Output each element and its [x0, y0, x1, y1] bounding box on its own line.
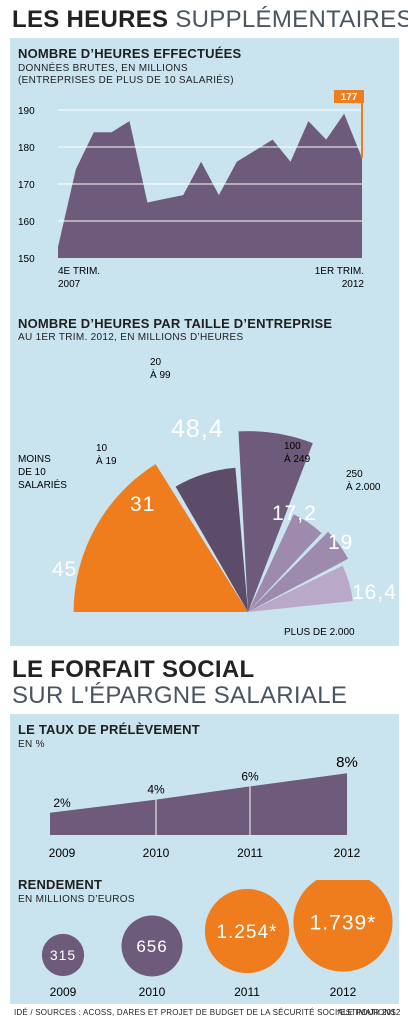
revenue-year-label: 2011 [234, 985, 260, 999]
rate-value-label: 2% [53, 796, 71, 810]
pie-slice [73, 464, 248, 612]
pie-slice [248, 514, 322, 612]
hours-area-chart: 150 160 170 180 190 4E TRIM. 2007 1ER TRIM. 2012… [18, 90, 365, 290]
revenue-year-label: 2010 [139, 985, 166, 999]
pie-slice [238, 431, 313, 612]
rate-value-label: 6% [241, 769, 259, 783]
x-end-label-line1: 1ER TRIM. [315, 266, 364, 277]
highlight-value: 177 [341, 92, 358, 103]
highlight-badge [334, 90, 364, 103]
rate-value-label: 8% [336, 754, 358, 771]
pie-slice-value: 17,2 [272, 502, 317, 525]
rate-area [50, 773, 347, 835]
pie-slice-label: MOINS [18, 454, 51, 465]
pie-slice-value: 16,4 [352, 581, 397, 604]
section2-title-line1: LE FORFAIT SOCIAL [12, 656, 255, 683]
revenue-bubble-chart: 315 2009 656 2010 1.254* 2011 1.739* 2012 [41, 880, 393, 999]
y-tick-label: 170 [18, 180, 35, 191]
revenue-value: 656 [136, 937, 167, 956]
revenue-value: 1.254* [217, 922, 278, 943]
pie-slice-value: 19 [328, 531, 353, 554]
chart2-subtitle: AU 1ER TRIM. 2012, EN MILLIONS D’HEURES [18, 332, 244, 343]
pie-slice-label: 10 [96, 443, 108, 454]
revenue-value: 1.739* [310, 912, 377, 935]
x-start-label-line1: 4E TRIM. [58, 266, 100, 277]
rate-year-label: 2011 [237, 846, 263, 860]
chart4-subtitle: EN MILLIONS D’EUROS [18, 894, 135, 905]
chart1-subtitle: DONNÉES BRUTES, EN MILLIONS (ENTREPRISES… [18, 63, 234, 87]
page-title: LES HEURES SUPPLÉMENTAIRES [12, 6, 408, 34]
y-tick-label: 160 [18, 217, 35, 228]
pie-slice-label: PLUS DE 2.000 [284, 627, 355, 638]
chart1-subtitle-line2: (ENTREPRISES DE PLUS DE 10 SALARIÉS) [18, 75, 234, 86]
pie-slice-value: 45 [52, 558, 77, 581]
pie-slice [248, 565, 353, 612]
page-title-light: SUPPLÉMENTAIRES [175, 6, 408, 33]
pie-slice-label: SALARIÉS [18, 478, 67, 491]
pie-slice-label: 100 [284, 441, 301, 452]
x-end-label-line2: 2012 [342, 279, 365, 290]
revenue-bubble [41, 933, 85, 977]
chart4-title: RENDEMENT [18, 877, 103, 892]
pie-slice [175, 467, 248, 612]
revenue-bubble [293, 880, 393, 972]
hours-area [58, 113, 362, 258]
rate-year-label: 2009 [49, 846, 76, 860]
x-start-label-line2: 2007 [58, 279, 81, 290]
revenue-year-label: 2012 [330, 985, 357, 999]
footer-estimations: *ESTIMATIONS [336, 1008, 396, 1017]
chart3-title: LE TAUX DE PRÉLÈVEMENT [18, 722, 200, 737]
pie-slice-label: À 2.000 [346, 480, 381, 493]
rate-year-label: 2010 [143, 846, 170, 860]
chart2-title: NOMBRE D’HEURES PAR TAILLE D’ENTREPRISE [18, 316, 333, 331]
pie-slice-label: À 19 [96, 454, 117, 467]
chart1-subtitle-line1: DONNÉES BRUTES, EN MILLIONS [18, 63, 188, 74]
pie-slice-label: 250 [346, 469, 363, 480]
page-title-bold: LES HEURES [12, 6, 169, 33]
pie-slice-value: 31 [130, 493, 155, 516]
chart3-subtitle: EN % [18, 739, 45, 750]
section2-title-line2: SUR L'ÉPARGNE SALARIALE [12, 682, 348, 709]
pie-slice-label: À 99 [150, 368, 171, 381]
y-tick-label: 180 [18, 143, 35, 154]
revenue-value: 315 [50, 947, 76, 963]
pie-slice-value: 48,4 [171, 415, 224, 443]
revenue-bubble [121, 915, 183, 977]
y-tick-label: 150 [18, 254, 35, 265]
chart1-title: NOMBRE D’HEURES EFFECTUÉES [18, 46, 242, 61]
pie-slice [248, 531, 349, 612]
rate-year-label: 2012 [334, 846, 361, 860]
revenue-year-label: 2009 [50, 985, 77, 999]
rate-value-label: 4% [147, 783, 165, 797]
footer-sources: IDÉ / SOURCES : ACOSS, DARES ET PROJET D… [14, 1008, 401, 1017]
pie-slice-label: 20 [150, 357, 162, 368]
revenue-bubble [204, 888, 290, 974]
rate-area-chart: 2% 4% 6% 8% 2009 2010 2011 2012 [49, 754, 361, 860]
y-tick-label: 190 [18, 106, 35, 117]
pie-slice-label: À 249 [284, 452, 311, 465]
pie-slice-label: DE 10 [18, 467, 46, 478]
